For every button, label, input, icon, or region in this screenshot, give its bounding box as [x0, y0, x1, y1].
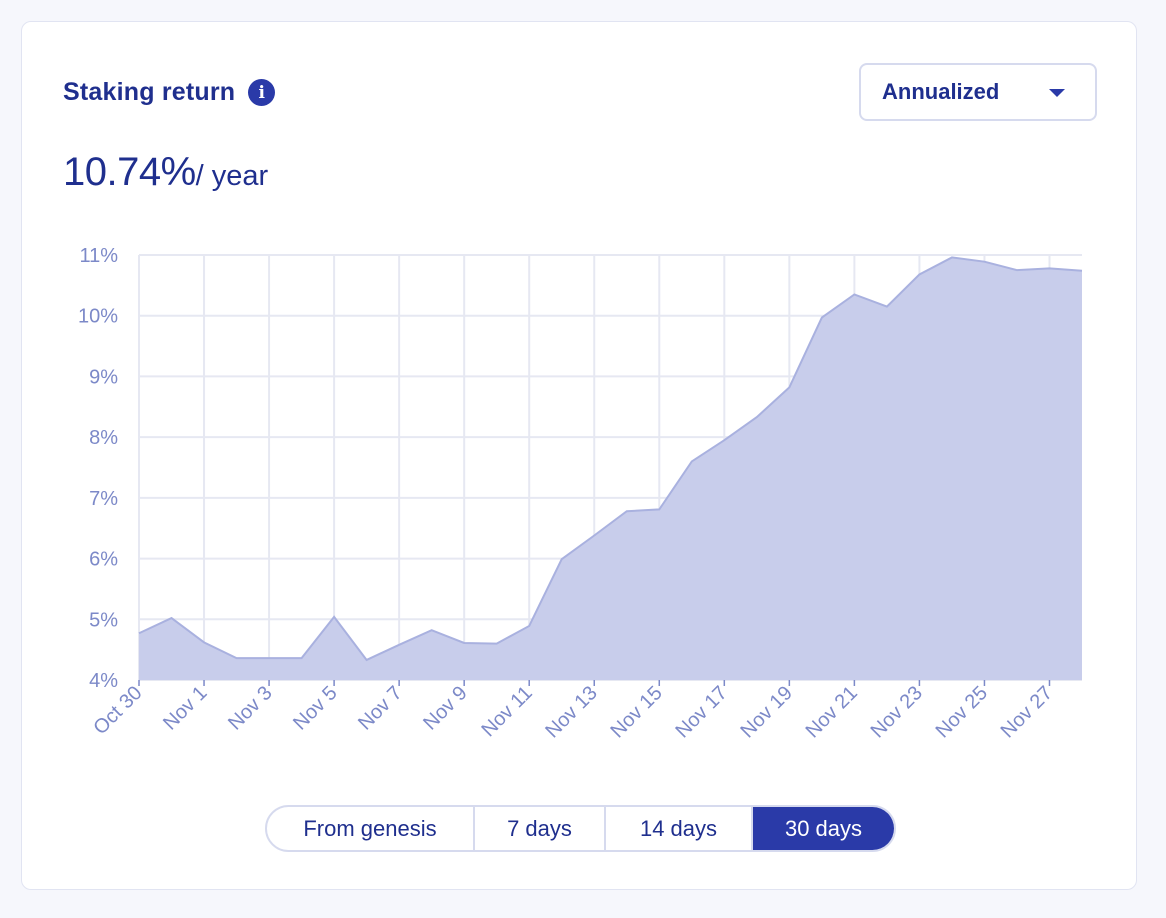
data-point — [755, 415, 759, 419]
y-tick-label: 9% — [89, 366, 118, 388]
data-point — [170, 616, 174, 620]
data-point — [852, 292, 856, 296]
data-point — [332, 615, 336, 619]
time-range-selector: From genesis 7 days 14 days 30 days — [265, 805, 896, 852]
x-tick-label: Nov 1 — [159, 682, 212, 735]
x-tick-label: Nov 9 — [419, 682, 472, 735]
data-point — [1047, 266, 1051, 270]
x-tick-label: Nov 15 — [606, 682, 666, 742]
y-tick-label: 8% — [89, 427, 118, 449]
data-point — [625, 509, 629, 513]
x-tick-label: Nov 23 — [867, 682, 927, 742]
data-point — [885, 305, 889, 309]
y-tick-label: 11% — [79, 245, 118, 267]
data-point — [1080, 269, 1084, 273]
return-value-number: 10.74% — [63, 150, 196, 194]
data-point — [820, 316, 824, 320]
x-tick-label: Nov 11 — [477, 682, 536, 741]
data-point — [235, 656, 239, 660]
x-tick-label: Nov 19 — [737, 682, 797, 742]
return-line — [138, 256, 1083, 662]
range-30-days-button[interactable]: 30 days — [753, 807, 894, 850]
y-tick-label: 4% — [89, 670, 118, 692]
x-tick-label: Nov 25 — [932, 682, 992, 742]
y-tick-label: 7% — [89, 488, 118, 510]
title-row: Staking return i — [63, 78, 276, 107]
y-tick-label: 5% — [89, 609, 118, 631]
data-point — [690, 459, 694, 463]
x-tick-label: Nov 13 — [541, 682, 601, 742]
info-icon[interactable]: i — [248, 79, 276, 106]
data-point — [560, 557, 564, 561]
data-point — [917, 272, 921, 276]
data-point — [267, 656, 271, 660]
data-point — [137, 631, 141, 635]
return-area — [139, 257, 1082, 680]
return-type-selected: Annualized — [882, 79, 1000, 104]
x-tick-label: Nov 3 — [224, 682, 277, 735]
data-point — [462, 641, 466, 645]
range-7-days-button[interactable]: 7 days — [475, 807, 606, 850]
data-point — [592, 534, 596, 538]
range-14-days-button[interactable]: 14 days — [606, 807, 753, 850]
data-point — [495, 642, 499, 646]
return-value: 10.74%/ year — [63, 150, 268, 195]
x-tick-label: Nov 5 — [289, 682, 342, 735]
caret-down-icon — [1049, 89, 1065, 97]
range-from-genesis-button[interactable]: From genesis — [267, 807, 475, 850]
data-point — [722, 438, 726, 442]
data-point — [300, 656, 304, 660]
y-tick-label: 10% — [78, 306, 118, 328]
data-point — [787, 385, 791, 389]
data-point — [1015, 268, 1019, 272]
return-type-select[interactable]: Annualized — [859, 63, 1097, 121]
data-point — [202, 640, 206, 644]
x-tick-label: Nov 7 — [354, 682, 407, 735]
data-point — [365, 658, 369, 662]
card-title: Staking return — [63, 78, 236, 106]
data-point — [397, 643, 401, 647]
x-tick-label: Nov 21 — [802, 682, 862, 742]
data-point — [982, 260, 986, 264]
data-point — [430, 628, 434, 632]
data-point — [527, 624, 531, 628]
x-tick-label: Nov 27 — [997, 682, 1057, 742]
x-tick-label: Nov 17 — [671, 682, 731, 742]
return-value-unit: / year — [195, 160, 269, 192]
y-tick-label: 6% — [89, 549, 118, 571]
data-point — [950, 255, 954, 259]
data-point — [657, 507, 661, 511]
